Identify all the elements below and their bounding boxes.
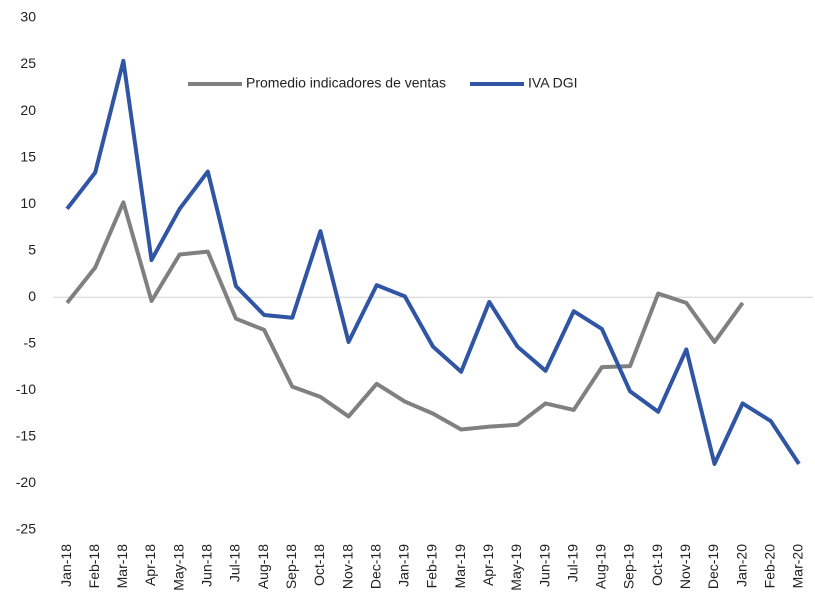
- x-tick-label: Jan-18: [58, 544, 74, 587]
- y-tick-label: 0: [28, 288, 36, 304]
- x-tick-label: Mar-20: [790, 544, 806, 589]
- x-tick-label: Mar-18: [114, 544, 130, 589]
- x-tick-label: Dec-18: [367, 544, 383, 589]
- x-tick-label: Oct-19: [649, 544, 665, 586]
- x-tick-label: May-18: [170, 544, 186, 591]
- x-tick-label: Aug-19: [593, 544, 609, 589]
- y-tick-label: 20: [20, 102, 36, 118]
- x-tick-label: Jul-18: [227, 544, 243, 582]
- y-tick-label: 10: [20, 195, 36, 211]
- y-tick-label: 25: [20, 55, 36, 71]
- x-tick-label: Nov-18: [339, 544, 355, 589]
- y-tick-label: -20: [16, 474, 36, 490]
- y-tick-label: 5: [28, 241, 36, 257]
- x-tick-label: Dec-19: [705, 544, 721, 589]
- legend-label: Promedio indicadores de ventas: [246, 75, 446, 91]
- series-line: [65, 58, 801, 466]
- x-tick-label: Apr-18: [142, 544, 158, 586]
- y-tick-label: 30: [20, 9, 36, 25]
- x-tick-label: Feb-20: [761, 544, 777, 589]
- x-tick-label: Jul-19: [564, 544, 580, 582]
- x-tick-label: Sep-19: [621, 544, 637, 589]
- y-tick-label: -15: [16, 428, 36, 444]
- x-tick-label: Nov-19: [677, 544, 693, 589]
- x-tick-label: Apr-19: [480, 544, 496, 586]
- y-tick-label: 15: [20, 148, 36, 164]
- x-tick-label: Sep-18: [283, 544, 299, 589]
- x-tick-label: Oct-18: [311, 544, 327, 586]
- y-tick-label: -5: [24, 335, 37, 351]
- x-tick-label: Mar-19: [452, 544, 468, 589]
- x-tick-label: Jan-19: [396, 544, 412, 587]
- x-tick-label: Aug-18: [255, 544, 271, 589]
- x-tick-label: May-19: [508, 544, 524, 591]
- x-tick-label: Jun-18: [199, 544, 215, 587]
- x-tick-label: Feb-18: [86, 544, 102, 589]
- legend-label: IVA DGI: [528, 75, 578, 91]
- series-line: [65, 200, 745, 432]
- x-tick-label: Feb-19: [424, 544, 440, 589]
- x-tick-label: Jun-19: [536, 544, 552, 587]
- y-tick-label: -10: [16, 381, 36, 397]
- x-tick-label: Jan-20: [733, 544, 749, 587]
- y-tick-label: -25: [16, 521, 36, 537]
